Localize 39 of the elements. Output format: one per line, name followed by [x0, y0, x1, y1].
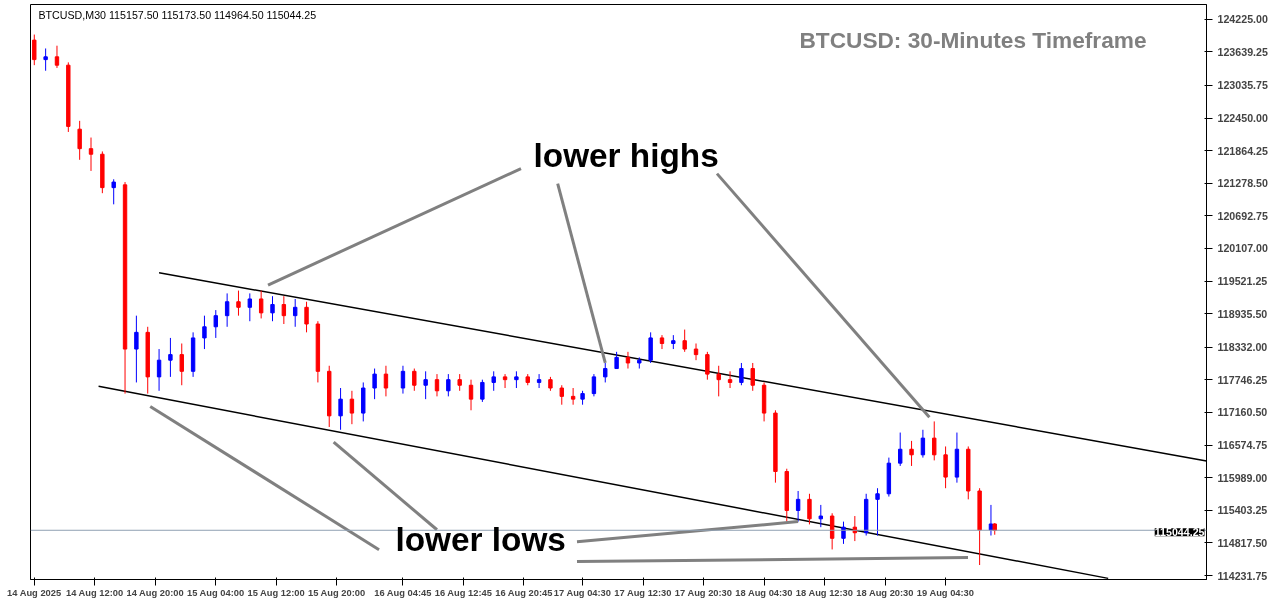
x-tick-label: 15 Aug 04:00 [187, 587, 245, 598]
annotation: lower highs [533, 136, 719, 174]
x-tick-label: 14 Aug 12:00 [66, 587, 124, 598]
x-tick-label: 16 Aug 12:45 [434, 587, 492, 598]
y-tick-label: 122450.00 [1217, 112, 1268, 125]
x-tick-label: 18 Aug 12:30 [795, 587, 854, 598]
x-tick-label: 18 Aug 04:30 [735, 587, 793, 598]
y-tick-label: 123035.75 [1217, 79, 1268, 92]
x-tick-label: 19 Aug 04:30 [916, 587, 975, 598]
text: BTCUSD: 30-Minutes Timeframe [799, 26, 1147, 53]
y-tick-label: 117746.25 [1217, 373, 1268, 386]
y-tick-label: 119521.25 [1217, 275, 1268, 288]
y-tick-label: 117160.50 [1217, 406, 1268, 419]
x-tick-label: 14 Aug 2025 [7, 587, 62, 598]
y-tick-label: 115989.00 [1217, 471, 1268, 484]
annotation: lower lows [395, 520, 566, 558]
x-tick-label: 17 Aug 04:30 [553, 587, 612, 598]
x-tick-label: 14 Aug 20:00 [126, 587, 184, 598]
ref-line-label: 115044.25 [1154, 526, 1205, 539]
x-tick-label: 17 Aug 12:30 [614, 587, 672, 598]
x-tick-label: 18 Aug 20:30 [856, 587, 914, 598]
y-tick-label: 118935.50 [1217, 307, 1268, 320]
x-tick-label: 16 Aug 04:45 [374, 587, 432, 598]
x-tick-label: 17 Aug 20:30 [674, 587, 733, 598]
x-tick-label: 15 Aug 20:00 [308, 587, 366, 598]
y-tick-label: 114231.75 [1217, 569, 1268, 582]
y-tick-label: 115403.25 [1217, 504, 1268, 517]
y-tick-label: 123639.25 [1217, 45, 1268, 58]
y-tick-label: 114817.50 [1217, 536, 1268, 549]
y-tick-label: 120107.00 [1217, 242, 1268, 255]
y-tick-label: 120692.75 [1217, 209, 1268, 222]
x-tick-label: 15 Aug 12:00 [247, 587, 305, 598]
chart-subtitle: BTCUSD,M30 115157.50 115173.50 114964.50 115044.25 [38, 8, 317, 21]
y-tick-label: 124225.00 [1217, 13, 1268, 26]
y-tick-label: 116574.75 [1217, 439, 1268, 452]
y-tick-label: 121278.50 [1217, 177, 1268, 190]
x-tick-label: 16 Aug 20:45 [495, 587, 553, 598]
y-tick-label: 118332.00 [1217, 341, 1268, 354]
y-tick-label: 121864.25 [1217, 144, 1268, 157]
